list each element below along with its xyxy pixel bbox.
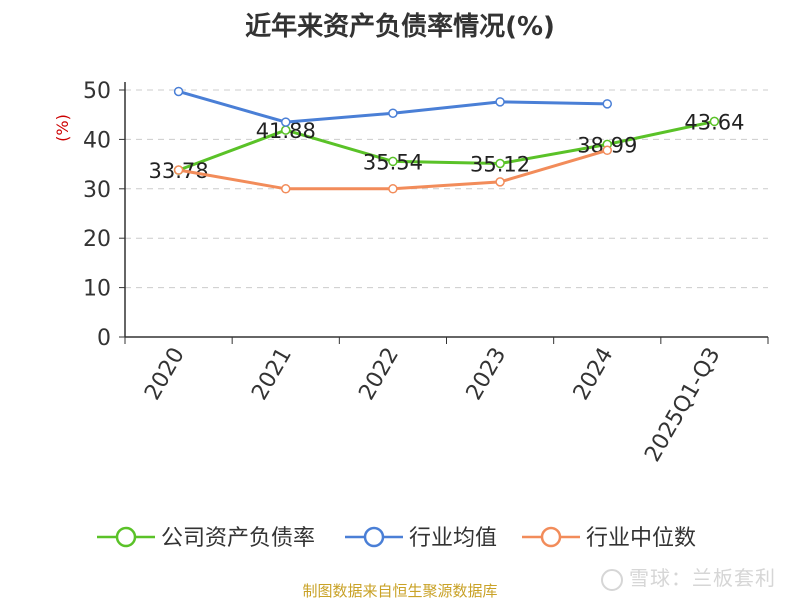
data-point [173,86,184,97]
data-point [388,108,398,118]
data-point [495,158,505,169]
chart-title: 近年来资产负债率情况(%) [245,12,555,42]
y-axis-label: (%) [53,114,72,142]
y-tick-label: 10 [83,277,111,302]
data-point [388,184,398,194]
watermark-text: 雪球：兰板套利 [629,566,776,590]
data-point [495,177,505,187]
data-source-note: 制图数据来自恒生聚源数据库 [302,582,498,600]
snowball-logo-icon [601,568,623,591]
legend-marker [115,526,137,548]
data-point [495,97,505,107]
legend-label: 行业中位数 [586,526,696,551]
data-point [388,156,398,167]
y-tick-label: 30 [83,178,111,203]
data-point [602,99,612,109]
data-point [709,116,720,127]
x-tick-label: 2020 [140,344,190,405]
data-point [281,117,291,127]
y-tick-label: 40 [83,128,111,153]
y-tick-label: 0 [97,326,111,351]
legend-label: 行业均值 [409,526,497,551]
x-tick-label: 2023 [462,344,512,405]
watermark: 雪球：兰板套利 [601,562,776,591]
legend-marker [540,526,562,548]
data-point [281,184,291,194]
legend-marker [363,526,385,548]
x-tick-label: 2022 [354,344,404,405]
x-tick-label: 2024 [569,344,619,405]
data-label: 35.12 [470,153,530,177]
data-point [602,145,612,156]
x-tick-label: 2025Q1-Q3 [640,344,725,467]
data-label: 43.64 [684,110,744,134]
y-tick-label: 50 [83,79,111,104]
data-point [173,165,184,175]
x-tick-label: 2021 [247,344,297,405]
legend-label: 公司资产负债率 [161,526,315,551]
series-line [178,119,715,172]
data-label: 35.54 [363,150,423,174]
y-tick-label: 20 [83,227,111,252]
